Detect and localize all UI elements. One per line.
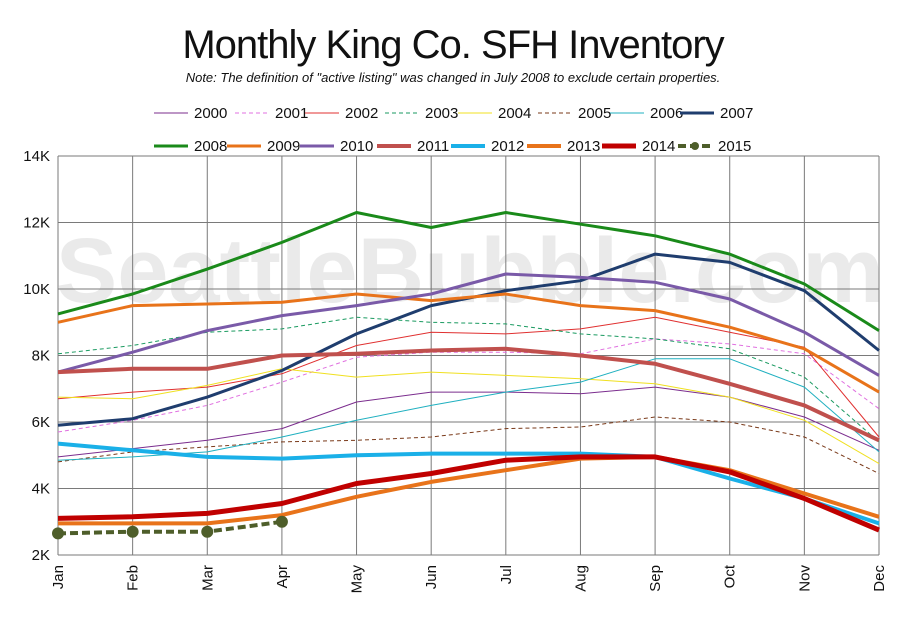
chart-title: Monthly King Co. SFH Inventory (182, 23, 724, 67)
legend-label: 2011 (417, 138, 449, 155)
series-line-2004 (57, 368, 880, 465)
legend-item-2006: 2006 (610, 105, 683, 122)
legend-item-2002: 2002 (305, 105, 378, 122)
legend-item-2005: 2005 (538, 105, 611, 122)
legend-label: 2005 (578, 105, 611, 122)
legend-marker (691, 142, 699, 150)
legend-label: 2014 (642, 138, 675, 155)
data-point (275, 515, 288, 528)
x-tick-label: Jul (498, 565, 515, 584)
series-line-2008 (57, 211, 880, 332)
series-line-2005 (57, 416, 880, 474)
data-point (201, 525, 214, 538)
legend-label: 2006 (650, 105, 683, 122)
legend-item-2003: 2003 (385, 105, 458, 122)
series-line-2014 (57, 454, 880, 533)
legend-item-2015: 2015 (678, 138, 751, 155)
series-2014 (57, 454, 880, 533)
data-point (126, 525, 139, 538)
legend-item-2012: 2012 (451, 138, 524, 155)
gridlines (57, 155, 880, 556)
legend-label: 2013 (567, 138, 600, 155)
y-tick-label: 10K (23, 281, 50, 298)
legend-item-2013: 2013 (527, 138, 600, 155)
series-line-2000 (57, 386, 880, 458)
legend-label: 2012 (491, 138, 524, 155)
series-2015 (52, 515, 288, 540)
legend-item-2009: 2009 (227, 138, 300, 155)
legend-label: 2009 (267, 138, 300, 155)
legend-label: 2002 (345, 105, 378, 122)
legend: 2000 2001 2002 2003 2004 2005 2006 2007 2008 2009… (154, 105, 753, 155)
legend-item-2001: 2001 (235, 105, 308, 122)
legend-item-2000: 2000 (154, 105, 227, 122)
x-tick-label: Mar (199, 565, 216, 591)
series-layer (52, 211, 880, 540)
series-line-2001 (57, 338, 880, 433)
y-tick-label: 6K (32, 414, 50, 431)
legend-item-2011: 2011 (377, 138, 449, 155)
legend-label: 2010 (340, 138, 373, 155)
y-tick-label: 12K (23, 215, 50, 232)
series-line-2003 (57, 316, 880, 443)
y-tick-label: 4K (32, 481, 50, 498)
series-line-2010 (57, 272, 880, 377)
x-tick-label: Apr (274, 565, 291, 588)
y-tick-label: 2K (32, 547, 50, 564)
x-tick-label: Dec (871, 565, 888, 592)
legend-item-2007: 2007 (680, 105, 753, 122)
legend-label: 2000 (194, 105, 227, 122)
x-tick-label: Oct (722, 564, 739, 588)
series-2010 (57, 272, 880, 377)
series-2012 (57, 441, 880, 526)
legend-item-2008: 2008 (154, 138, 227, 155)
y-tick-label: 14K (23, 148, 50, 165)
x-tick-label: Nov (796, 565, 813, 592)
x-tick-label: Jan (50, 565, 67, 589)
series-2006 (57, 358, 880, 461)
legend-item-2014: 2014 (602, 138, 675, 155)
series-2003 (57, 316, 880, 443)
legend-item-2010: 2010 (300, 138, 373, 155)
series-line-2009 (57, 292, 880, 394)
x-tick-label: Feb (125, 565, 142, 591)
chart-subtitle: Note: The definition of "active listing"… (186, 70, 721, 85)
legend-label: 2007 (720, 105, 753, 122)
series-2005 (57, 416, 880, 474)
series-2004 (57, 368, 880, 465)
series-2009 (57, 292, 880, 394)
y-tick-label: 8K (32, 348, 50, 365)
series-2008 (57, 211, 880, 332)
series-2000 (57, 386, 880, 458)
data-point (52, 527, 64, 540)
series-line-2011 (57, 346, 880, 443)
legend-label: 2001 (275, 105, 308, 122)
x-tick-label: May (349, 565, 366, 594)
legend-label: 2004 (498, 105, 531, 122)
legend-label: 2008 (194, 138, 227, 155)
legend-item-2004: 2004 (458, 105, 531, 122)
series-2001 (57, 338, 880, 433)
series-line-2012 (57, 441, 880, 526)
x-tick-label: Jun (423, 565, 440, 589)
legend-label: 2003 (425, 105, 458, 122)
x-tick-label: Sep (647, 565, 664, 592)
x-tick-label: Aug (572, 565, 589, 592)
axes: 2K 4K 6K 8K 10K 12K 14K Jan Feb Mar Apr May Jun Jul Au… (23, 148, 888, 593)
series-line-2006 (57, 358, 880, 461)
series-line-2015 (57, 519, 283, 536)
series-2011 (57, 346, 880, 443)
legend-label: 2015 (718, 138, 751, 155)
watermark: SeattleBubble.com (56, 220, 884, 322)
